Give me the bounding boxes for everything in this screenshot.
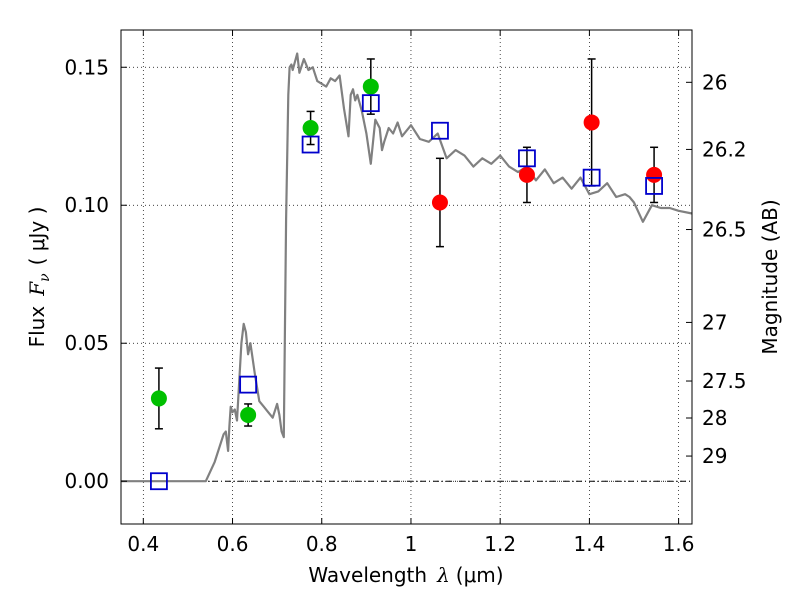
model-band-point: [582, 168, 601, 187]
ticks-layer: 0.4 0.6 0.8 1 1.2 1.4 1.6 0.00 0.05 0.10 0.15 26 26.…: [64, 30, 747, 556]
model-band-point: [645, 177, 663, 195]
observed-point: [150, 390, 167, 407]
x-tick-label: 0.4: [127, 532, 159, 556]
grid-layer: [121, 30, 692, 524]
mag-tick-label: 26: [702, 70, 727, 94]
x-tick-label: 1.6: [663, 532, 695, 556]
observed-point: [362, 78, 379, 95]
mag-tick-label: 27: [702, 310, 727, 334]
x-tick-label: 1.2: [484, 532, 516, 556]
observed-point: [240, 406, 257, 423]
y-axis-symbol: F: [25, 281, 49, 297]
model-sed-line: [121, 52, 693, 483]
plot-frame: [120, 29, 693, 525]
model-band-point: [361, 94, 380, 113]
observed-point: [431, 194, 448, 211]
y2-axis-label: Magnitude (AB): [758, 199, 782, 354]
model-band-point: [431, 121, 449, 140]
y-axis-label: Flux Fν ( μJy ): [25, 207, 53, 348]
mag-tick-label: 26.5: [702, 218, 747, 242]
model-band-point: [239, 375, 258, 394]
y-tick-label: 0.05: [64, 331, 109, 355]
model-band-point: [301, 135, 320, 154]
x-axis-label: Wavelength λ (μm): [308, 563, 503, 587]
mag-tick-label: 28: [702, 406, 727, 430]
observed-point: [646, 166, 663, 183]
model-sed-layer: [121, 52, 693, 483]
mag-tick-label: 27.5: [702, 369, 747, 393]
x-tick-label: 1.4: [573, 532, 605, 556]
x-tick-label: 1: [405, 532, 418, 556]
y-tick-label: 0.00: [64, 469, 109, 493]
mag-tick-label: 26.2: [702, 137, 747, 161]
x-axis-label-text: Wavelength: [308, 563, 427, 587]
y-axis-unit: ( μJy ): [25, 207, 49, 266]
mag-tick-label: 29: [702, 444, 727, 468]
y-tick-label: 0.10: [64, 193, 109, 217]
observed-point: [302, 119, 319, 136]
model-band-point: [518, 149, 536, 168]
y-tick-label: 0.15: [64, 55, 109, 79]
y-axis-label-text: Flux: [25, 306, 49, 348]
y-axis-subscript: ν: [37, 273, 53, 282]
data-points-layer: [150, 58, 663, 491]
x-tick-label: 0.8: [306, 532, 338, 556]
x-axis-symbol: λ: [436, 563, 450, 587]
model-band-point: [150, 472, 168, 491]
observed-point: [583, 114, 600, 131]
x-axis-unit: (μm): [456, 563, 504, 587]
observed-point: [518, 166, 535, 183]
x-tick-label: 0.6: [217, 532, 249, 556]
